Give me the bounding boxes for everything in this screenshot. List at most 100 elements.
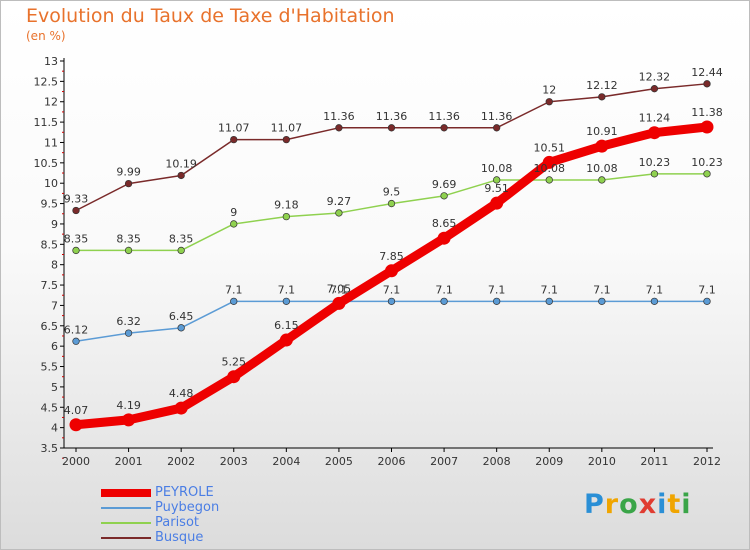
legend-label-peyrole: PEYROLE	[155, 485, 214, 500]
data-point-busque	[545, 98, 553, 106]
y-tick-label: 4	[51, 422, 58, 435]
data-point-puybegon	[72, 337, 80, 345]
y-tick-label: 3.5	[41, 442, 59, 455]
y-tick-label: 6.5	[41, 320, 59, 333]
data-label-busque: 12.32	[639, 71, 671, 84]
data-point-puybegon	[177, 324, 185, 332]
data-label-peyrole: 11.24	[639, 112, 671, 125]
legend-item-busque: Busque	[101, 530, 219, 545]
data-label-peyrole: 7.05	[327, 282, 352, 295]
data-label-busque: 10.19	[165, 157, 197, 170]
series-peyrole	[69, 120, 714, 432]
data-point-peyrole	[437, 231, 451, 245]
x-tick-label: 2001	[115, 455, 143, 468]
data-point-puybegon	[124, 329, 133, 337]
data-label-busque: 9.99	[116, 166, 141, 179]
y-tick-label: 8	[51, 259, 58, 272]
data-label-puybegon: 7.1	[646, 283, 664, 296]
data-point-busque	[440, 124, 448, 132]
data-point-parisot	[598, 176, 606, 184]
data-label-peyrole: 4.48	[169, 387, 194, 400]
y-tick-label: 13	[44, 55, 58, 68]
legend-swatch-peyrole	[101, 488, 151, 497]
x-tick-label: 2005	[325, 455, 353, 468]
x-tick-label: 2004	[272, 455, 300, 468]
x-tick-label: 2011	[640, 455, 668, 468]
data-label-peyrole: 6.15	[274, 319, 299, 332]
x-tick-label: 2002	[167, 455, 195, 468]
y-tick-label: 9.5	[41, 198, 59, 211]
data-point-peyrole	[69, 418, 83, 432]
data-point-peyrole	[700, 120, 714, 134]
data-label-puybegon: 6.12	[64, 323, 89, 336]
data-point-puybegon	[282, 297, 290, 305]
data-label-busque: 9.33	[64, 193, 89, 206]
y-tick-label: 11	[44, 136, 58, 149]
legend-item-peyrole: PEYROLE	[101, 485, 219, 500]
data-point-busque	[230, 135, 238, 144]
data-point-parisot	[124, 246, 133, 255]
chart-subtitle: (en %)	[26, 29, 66, 43]
data-label-busque: 12.12	[586, 79, 618, 92]
data-label-parisot: 10.08	[586, 162, 618, 175]
data-label-peyrole: 7.85	[379, 250, 404, 263]
legend: PEYROLE Puybegon Parisot Busque	[101, 485, 219, 545]
data-point-puybegon	[493, 297, 501, 305]
data-point-puybegon	[598, 297, 606, 305]
y-tick-label: 4.5	[41, 401, 59, 414]
y-tick-label: 9	[51, 218, 58, 231]
data-label-peyrole: 4.07	[64, 404, 89, 417]
data-label-parisot: 8.35	[64, 232, 89, 245]
data-label-puybegon: 7.1	[330, 283, 348, 296]
series-layer	[69, 80, 714, 432]
y-tick-label: 10	[44, 177, 58, 190]
data-label-busque: 11.07	[218, 122, 250, 135]
data-label-parisot: 10.08	[534, 162, 566, 175]
data-label-parisot: 9.18	[274, 199, 299, 212]
data-label-parisot: 9.27	[327, 195, 352, 208]
data-point-peyrole	[385, 264, 398, 278]
data-label-busque: 11.36	[376, 110, 408, 123]
data-point-peyrole	[595, 139, 609, 153]
data-label-parisot: 9	[230, 206, 237, 219]
data-label-peyrole: 5.25	[222, 356, 247, 369]
data-label-parisot: 10.23	[691, 156, 723, 169]
data-label-puybegon: 7.1	[383, 283, 401, 296]
data-point-puybegon	[650, 297, 659, 305]
y-tick-label: 5	[51, 381, 58, 394]
x-tick-label: 2000	[62, 455, 90, 468]
data-point-busque	[335, 124, 343, 132]
data-label-peyrole: 10.91	[586, 125, 618, 138]
data-point-parisot	[230, 220, 238, 228]
data-label-busque: 11.36	[323, 110, 355, 123]
data-point-busque	[282, 135, 290, 144]
data-point-puybegon	[230, 297, 238, 305]
y-tick-label: 7.5	[41, 279, 59, 292]
y-tick-label: 12	[44, 96, 58, 109]
data-point-puybegon	[545, 297, 553, 305]
legend-item-parisot: Parisot	[101, 515, 219, 530]
data-label-parisot: 8.35	[116, 232, 141, 245]
x-tick-label: 2010	[588, 455, 616, 468]
data-point-parisot	[72, 246, 80, 255]
data-point-parisot	[440, 192, 448, 200]
legend-swatch-puybegon	[101, 506, 151, 509]
x-tick-label: 2009	[535, 455, 563, 468]
data-point-peyrole	[490, 196, 504, 210]
data-label-puybegon: 6.32	[116, 315, 141, 328]
data-label-peyrole: 8.65	[432, 217, 457, 230]
y-tick-label: 11.5	[34, 116, 59, 129]
data-label-puybegon: 6.45	[169, 310, 194, 323]
data-point-busque	[72, 206, 80, 215]
data-label-busque: 11.07	[271, 122, 303, 135]
data-point-busque	[703, 80, 711, 88]
series-busque	[72, 80, 711, 215]
legend-item-puybegon: Puybegon	[101, 500, 219, 515]
data-point-parisot	[177, 246, 185, 255]
legend-label-puybegon: Puybegon	[155, 500, 220, 515]
data-label-layer: 9.33 9.99 10.19 11.07 11.07 11.36 11.36 11.36 11…	[64, 66, 723, 417]
data-label-busque: 12	[542, 84, 556, 97]
legend-label-busque: Busque	[155, 530, 204, 545]
data-point-peyrole	[122, 413, 136, 427]
